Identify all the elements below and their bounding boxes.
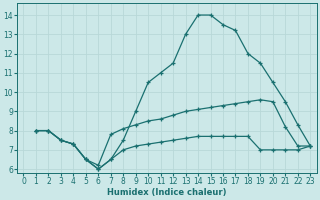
X-axis label: Humidex (Indice chaleur): Humidex (Indice chaleur) [107,188,227,197]
